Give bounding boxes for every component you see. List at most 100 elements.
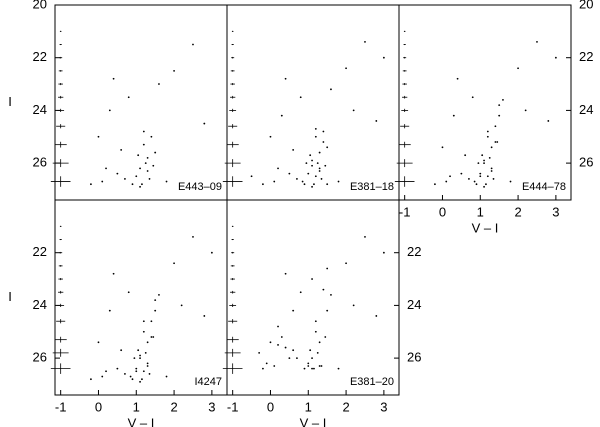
data-point — [152, 336, 155, 338]
data-point — [158, 83, 160, 85]
data-point — [494, 141, 497, 143]
data-point — [364, 235, 366, 238]
data-point — [139, 354, 141, 357]
data-point — [154, 299, 157, 302]
data-point — [116, 172, 119, 175]
data-point — [90, 183, 92, 186]
data-point — [486, 130, 489, 133]
data-point — [142, 130, 145, 133]
data-point — [330, 293, 332, 296]
panel-frame — [54, 4, 228, 201]
data-point — [509, 180, 512, 183]
y-tick-label: 20 — [579, 0, 593, 11]
data-point — [488, 156, 491, 159]
data-point — [269, 135, 272, 138]
data-point — [124, 373, 126, 375]
data-point — [490, 170, 493, 172]
y-tick-label: 22 — [579, 49, 593, 64]
data-point — [479, 175, 482, 178]
data-point — [262, 367, 264, 370]
data-point — [322, 141, 325, 143]
data-point — [322, 288, 325, 291]
x-tick-label: 1 — [133, 399, 140, 414]
data-point — [277, 167, 279, 170]
data-point — [127, 96, 130, 99]
data-point — [265, 362, 268, 365]
data-point — [492, 178, 495, 180]
data-point — [468, 178, 470, 180]
data-point — [311, 278, 313, 280]
data-point — [486, 135, 489, 138]
data-point — [192, 235, 194, 238]
data-point — [314, 175, 317, 178]
data-point — [318, 151, 321, 154]
data-point — [494, 125, 497, 128]
data-point — [173, 69, 175, 72]
data-point — [148, 373, 151, 375]
data-point — [490, 167, 493, 170]
data-point — [311, 357, 313, 360]
data-point — [471, 96, 474, 99]
x-axis-title: V – I — [128, 415, 155, 427]
y-tick-label: 24 — [407, 297, 421, 312]
data-point — [299, 291, 302, 294]
x-tick-label: -1 — [399, 204, 411, 219]
data-point — [262, 183, 264, 186]
data-point — [322, 130, 325, 133]
data-point — [311, 185, 313, 188]
x-tick-label: 0 — [267, 399, 274, 414]
data-point — [324, 336, 327, 338]
y-tick-label: 24 — [33, 297, 47, 312]
data-point — [135, 370, 138, 373]
data-point — [258, 351, 261, 354]
data-point — [296, 357, 298, 360]
panel-label: E381–20 — [350, 376, 394, 388]
data-point — [445, 180, 448, 183]
data-point — [127, 291, 130, 294]
data-point — [311, 367, 313, 370]
data-point — [316, 351, 319, 354]
data-point — [141, 378, 143, 381]
data-point — [142, 320, 145, 323]
data-point — [144, 162, 147, 165]
data-point — [292, 149, 295, 151]
data-point — [108, 109, 111, 112]
data-point — [150, 135, 153, 138]
data-point — [483, 159, 485, 162]
data-point — [326, 146, 329, 149]
data-point — [352, 109, 355, 112]
data-point — [129, 375, 132, 378]
data-point — [144, 351, 147, 354]
data-point — [135, 175, 138, 178]
data-point — [146, 362, 149, 365]
data-point — [90, 378, 92, 381]
panel-label: I4247 — [194, 376, 222, 388]
data-point — [326, 267, 329, 270]
data-point — [318, 365, 321, 367]
data-point — [148, 178, 151, 180]
data-point — [486, 175, 489, 178]
data-point — [112, 77, 115, 80]
data-point — [288, 357, 291, 360]
data-point — [154, 309, 157, 312]
data-point — [152, 164, 155, 167]
data-point — [131, 378, 134, 381]
data-point — [303, 183, 306, 186]
data-point — [280, 114, 283, 117]
data-point — [303, 367, 306, 370]
data-point — [124, 178, 126, 180]
data-point — [318, 170, 321, 172]
panel-label: E444–78 — [522, 181, 566, 193]
data-point — [517, 67, 519, 70]
data-point — [165, 375, 168, 378]
data-point — [485, 183, 487, 186]
data-point — [460, 172, 463, 175]
data-point — [158, 293, 160, 296]
y-tick-label: 26 — [33, 350, 47, 365]
data-point — [483, 185, 485, 188]
x-tick-label: 2 — [342, 399, 349, 414]
data-point — [131, 183, 134, 186]
data-point — [305, 162, 308, 165]
x-tick-label: 0 — [95, 399, 102, 414]
data-point — [292, 309, 295, 312]
